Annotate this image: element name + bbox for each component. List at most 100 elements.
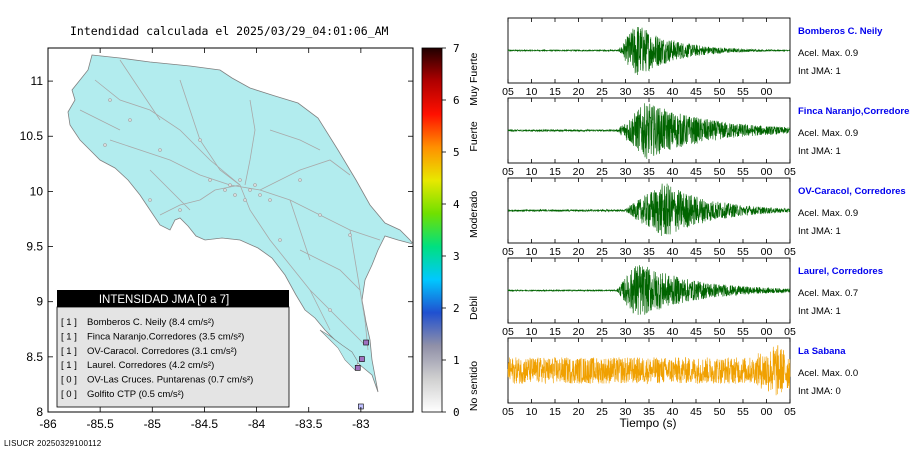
station-max-accel: Acel. Max. 0.9	[798, 208, 858, 219]
road-segment	[349, 229, 369, 351]
legend-item-label: Finca Naranjo.Corredores (3.5 cm/s²)	[87, 331, 244, 342]
map-y-tick-label: 11	[31, 74, 44, 88]
waveform-x-tick-label: 25	[596, 86, 608, 98]
map-x-axis: -86 -85.5 -85 -84.5 -84 -83.5 -83	[39, 48, 370, 431]
waveform-x-tick-label: 55	[737, 86, 749, 98]
map-x-tick-label: -83.5	[295, 417, 323, 431]
waveform-x-tick-label: 55	[737, 246, 749, 258]
town-dot	[108, 98, 112, 102]
intensity-legend: INTENSIDAD JMA [0 a 7] [ 1 ] Bomberos C. …	[56, 290, 290, 408]
waveform-x-tick-label: 45	[690, 166, 702, 178]
station-marker	[354, 365, 361, 371]
station-jma-intensity: Int JMA: 0	[798, 386, 841, 397]
legend-item-intensity: [ 1 ]	[61, 331, 77, 342]
waveform-x-tick-label: 35	[643, 86, 655, 98]
waveform-x-tick-label: 20	[573, 86, 585, 98]
road-network	[79, 59, 381, 351]
road-segment	[309, 289, 331, 331]
legend-item-intensity: [ 0 ]	[61, 375, 77, 386]
waveform-x-tick-label: 15	[549, 166, 561, 178]
town-dot	[178, 208, 182, 212]
town-dot	[328, 308, 332, 312]
waveform-x-tick-label: 10	[526, 406, 538, 418]
colorbar-tick-label: 3	[453, 250, 460, 263]
waveform-x-tick-label: 55	[737, 166, 749, 178]
waveform-x-tick-label: 05	[784, 246, 796, 258]
colorbar-tick-label: 7	[453, 42, 460, 55]
station-name: Finca Naranjo,Corredores	[798, 106, 910, 117]
town-dot	[158, 148, 162, 152]
waveform-x-tick-label: 40	[667, 166, 679, 178]
waveform-x-tick-label: 05	[502, 406, 514, 418]
town-dot	[243, 198, 247, 202]
road-segment	[94, 79, 241, 186]
waveform-x-tick-label: 20	[573, 246, 585, 258]
waveform-trace	[507, 26, 790, 76]
map-y-tick-label: 10	[30, 184, 44, 198]
map-x-tick-label: -86	[39, 417, 57, 431]
colorbar-band-label: Moderado	[468, 191, 480, 238]
legend-item-intensity: [ 1 ]	[61, 360, 77, 371]
waveform-x-tick-label: 50	[714, 406, 726, 418]
map-y-tick-label: 8	[36, 405, 43, 419]
station-name: Bomberos C. Neily	[798, 26, 883, 37]
colorbar-band-label: Debil	[468, 296, 480, 320]
legend-item-intensity: [ 1 ]	[61, 317, 77, 328]
waveform-panels: 05 10 15 20 25 30 35 40 45 50 55 00 Bomberos C. Neil…	[502, 17, 910, 418]
waveform-x-tick-label: 05	[784, 166, 796, 178]
town-dot	[128, 118, 132, 122]
waveform-panel: 05 10 15 20 25 30 35 40 45 50 55 00 Bomberos C. Neil…	[502, 17, 883, 98]
map-x-tick-label: -84	[248, 417, 266, 431]
road-segment	[229, 184, 381, 241]
road-segment	[299, 249, 361, 291]
waveform-x-tick-label: 20	[573, 166, 585, 178]
town-dot	[253, 183, 257, 187]
town-dot	[238, 178, 242, 182]
station-jma-intensity: Int JMA: 1	[798, 146, 841, 157]
waveform-x-tick-label: 25	[596, 246, 608, 258]
town-dot	[348, 233, 352, 237]
town-dot	[148, 198, 152, 202]
legend-item-label: Bomberos C. Neily (8.4 cm/s²)	[87, 317, 214, 328]
waveform-x-tick-label: 45	[690, 406, 702, 418]
waveform-x-tick-label: 40	[667, 326, 679, 338]
colorbar-band-label: Fuerte	[468, 121, 480, 152]
waveform-panel: 05 10 15 20 25 30 35 40 45 50 55 00 05 La Sabana Acel.…	[502, 337, 858, 418]
colorbar-tick-label: 6	[453, 94, 460, 107]
town-dot	[248, 188, 252, 192]
colorbar-tick-label: 1	[453, 354, 460, 367]
town-dot	[233, 193, 237, 197]
station-markers	[354, 339, 369, 410]
legend-item-label: OV-Caracol. Corredores (3.1 cm/s²)	[87, 346, 237, 357]
map-title: Intendidad calculada el 2025/03/29_04:01…	[70, 24, 389, 38]
waveform-x-tick-label: 30	[620, 166, 632, 178]
town-dot	[298, 178, 302, 182]
waveform-x-tick-label: 30	[620, 406, 632, 418]
waveform-x-tick-label: 35	[643, 166, 655, 178]
map-x-tick-label: -83	[352, 417, 370, 431]
road-segment	[159, 199, 201, 216]
waveform-x-tick-label: 35	[643, 406, 655, 418]
waveform-x-tick-label: 45	[690, 246, 702, 258]
map-y-tick-label: 8.5	[26, 350, 43, 364]
waveform-x-tick-label: 30	[620, 326, 632, 338]
road-segment	[244, 99, 256, 186]
legend-item-label: Laurel. Corredores (4.2 cm/s²)	[87, 360, 214, 371]
map-x-tick-label: -84.5	[191, 417, 219, 431]
road-segment	[239, 184, 366, 346]
road-segment	[199, 184, 241, 201]
waveform-x-tick-label: 45	[690, 86, 702, 98]
waveform-x-tick-label: 30	[620, 86, 632, 98]
legend-item-label: Golfito CTP (0.5 cm/s²)	[87, 389, 184, 400]
station-marker	[363, 339, 369, 346]
road-segment	[79, 109, 121, 131]
waveform-x-tick-label: 40	[667, 246, 679, 258]
station-max-accel: Acel. Max. 0.9	[798, 128, 858, 139]
waveform-x-tick-label: 20	[573, 326, 585, 338]
waveform-x-tick-label: 50	[714, 326, 726, 338]
colorbar-labels: No sentido Debil Moderado Fuerte Muy Fuerte	[468, 52, 480, 411]
town-dot	[278, 238, 282, 242]
waveform-x-tick-label: 50	[714, 246, 726, 258]
road-segment	[149, 169, 191, 211]
colorbar-band-label: No sentido	[468, 361, 480, 411]
